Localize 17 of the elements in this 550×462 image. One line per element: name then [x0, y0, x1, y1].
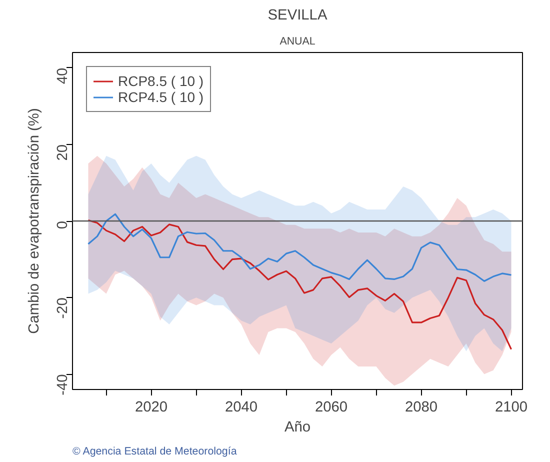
legend-label: RCP8.5 ( 10 )	[118, 73, 204, 89]
text: © Agencia Estatal de Meteorología	[72, 446, 237, 458]
chart-title: SEVILLA	[268, 8, 328, 24]
x-axis-title: Año	[284, 420, 311, 436]
x-tick-label: 2080	[404, 400, 438, 416]
y-tick-label: -40	[55, 374, 71, 396]
y-tick-label: -20	[55, 298, 71, 319]
x-tick-label: 2100	[494, 400, 528, 416]
y-tick-label: 0	[55, 220, 71, 230]
x-tick-label: 2060	[314, 400, 348, 416]
x-tick-label: 2040	[224, 400, 258, 416]
y-tick-label: 40	[55, 68, 71, 84]
chart-subtitle: ANUAL	[280, 36, 316, 48]
y-tick-label: 20	[55, 144, 71, 161]
x-tick-label: 2020	[134, 400, 168, 416]
y-axis-title: Cambio de evapotranspiración (%)	[26, 108, 42, 334]
legend-label: RCP4.5 ( 10 )	[118, 89, 204, 105]
